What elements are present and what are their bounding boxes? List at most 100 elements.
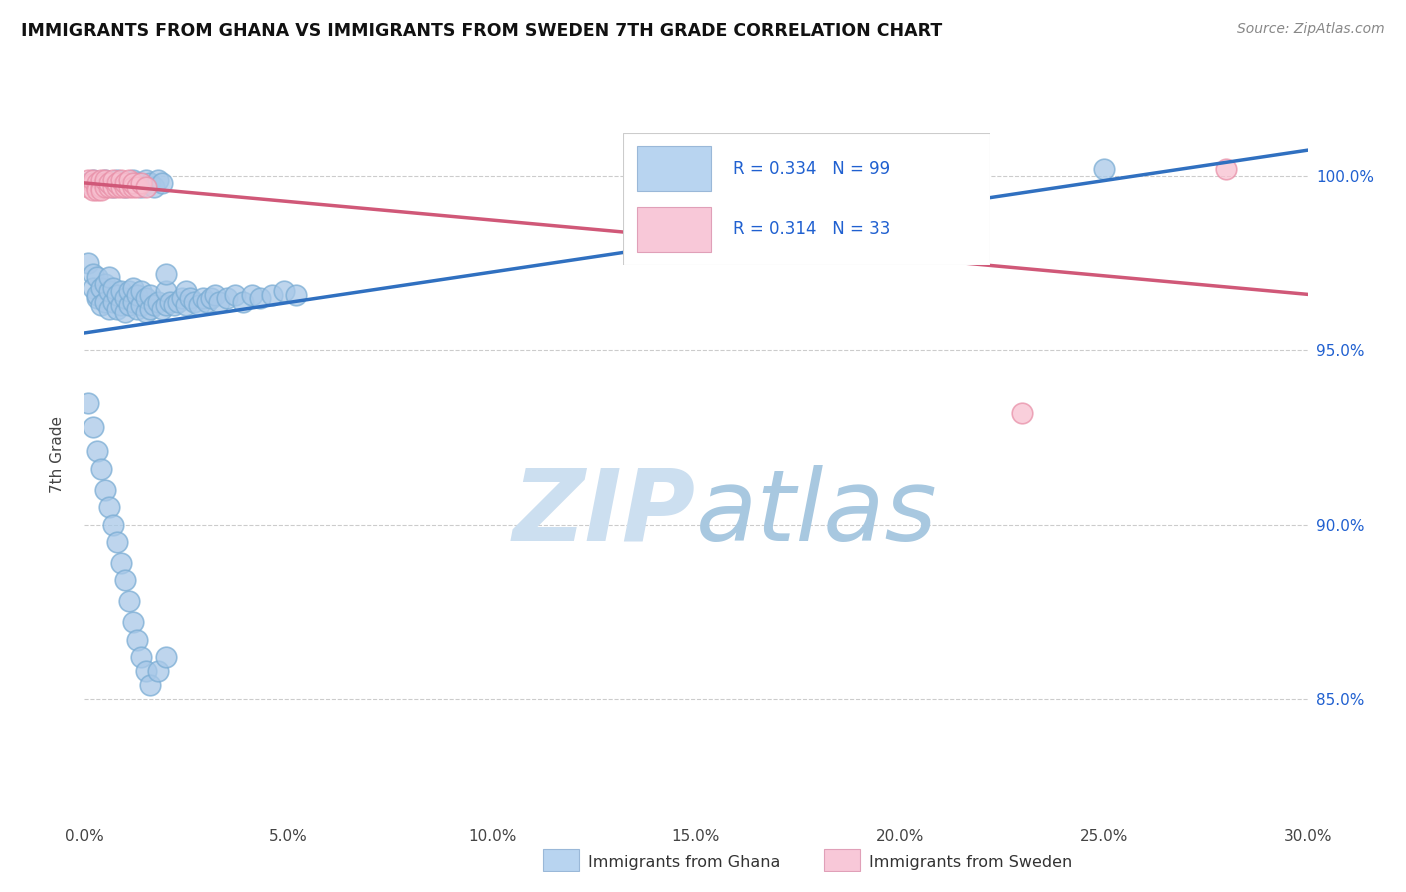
Point [114, 176, 136, 190]
Point [86, 287, 108, 301]
FancyBboxPatch shape [623, 133, 990, 265]
Point [86, 291, 108, 305]
Point [86, 179, 108, 194]
Point [101, 517, 124, 532]
Point [155, 649, 177, 664]
Point [122, 179, 145, 194]
Point [101, 179, 124, 194]
Point [176, 298, 198, 312]
Point [110, 298, 132, 312]
Point [82, 281, 104, 295]
Point [131, 298, 153, 312]
Point [97, 179, 120, 194]
Point [127, 176, 149, 190]
Point [122, 615, 145, 629]
Point [97, 301, 120, 316]
Point [138, 176, 160, 190]
Point [131, 176, 153, 190]
Point [163, 298, 186, 312]
Point [90, 183, 112, 197]
Point [110, 176, 132, 190]
Point [127, 179, 149, 194]
Point [86, 270, 108, 285]
Point [118, 173, 141, 187]
Point [97, 176, 120, 190]
Point [93, 173, 117, 187]
FancyBboxPatch shape [543, 848, 579, 871]
Point [142, 179, 165, 194]
Point [77, 395, 100, 409]
Point [97, 176, 120, 190]
Point [90, 173, 112, 187]
Point [114, 179, 136, 194]
Point [285, 287, 308, 301]
Point [90, 179, 112, 194]
Point [90, 281, 112, 295]
Point [146, 664, 169, 678]
Point [101, 281, 124, 295]
Point [135, 179, 157, 194]
Point [114, 305, 136, 319]
Point [110, 173, 132, 187]
Point [122, 281, 145, 295]
Point [146, 294, 169, 309]
Point [82, 173, 104, 187]
Point [105, 179, 128, 194]
Point [82, 267, 104, 281]
Point [77, 176, 100, 190]
Text: atlas: atlas [696, 465, 938, 562]
Point [138, 678, 160, 692]
Point [127, 287, 149, 301]
Point [118, 594, 141, 608]
Point [167, 294, 190, 309]
Point [127, 632, 149, 647]
Point [101, 179, 124, 194]
Point [97, 284, 120, 298]
Point [118, 176, 141, 190]
Point [146, 173, 169, 187]
Text: IMMIGRANTS FROM GHANA VS IMMIGRANTS FROM SWEDEN 7TH GRADE CORRELATION CHART: IMMIGRANTS FROM GHANA VS IMMIGRANTS FROM… [21, 22, 942, 40]
Point [82, 173, 104, 187]
Point [1011, 406, 1033, 420]
Point [131, 179, 153, 194]
Point [195, 294, 218, 309]
Point [273, 284, 295, 298]
Point [232, 294, 254, 309]
Point [150, 301, 173, 316]
Point [101, 294, 124, 309]
Point [90, 298, 112, 312]
Point [135, 291, 157, 305]
Point [77, 179, 100, 194]
Point [86, 176, 108, 190]
Point [93, 173, 117, 187]
Point [200, 291, 222, 305]
Point [260, 287, 283, 301]
Point [118, 284, 141, 298]
FancyBboxPatch shape [637, 207, 710, 252]
Point [122, 294, 145, 309]
Point [1215, 162, 1237, 177]
Text: Immigrants from Ghana: Immigrants from Ghana [588, 855, 780, 870]
Point [86, 444, 108, 458]
Point [122, 173, 145, 187]
Point [240, 287, 263, 301]
Point [97, 270, 120, 285]
Point [118, 298, 141, 312]
Point [77, 173, 100, 187]
Point [114, 574, 136, 588]
Point [135, 664, 157, 678]
Point [172, 291, 194, 305]
Point [90, 462, 112, 476]
Point [159, 294, 181, 309]
Point [127, 301, 149, 316]
Point [150, 176, 173, 190]
Point [131, 649, 153, 664]
Point [93, 176, 117, 190]
Point [86, 183, 108, 197]
Point [155, 267, 177, 281]
Point [118, 179, 141, 194]
Point [122, 176, 145, 190]
Point [155, 284, 177, 298]
Point [249, 291, 271, 305]
Point [217, 291, 239, 305]
